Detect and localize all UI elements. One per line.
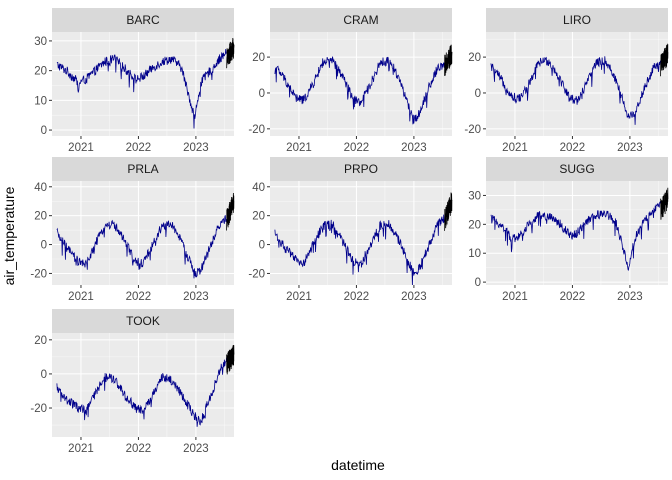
y-tick-label: 20 <box>468 219 481 231</box>
y-tick-label: 0 <box>475 277 481 289</box>
x-tick-label: 2021 <box>68 291 94 303</box>
series-history-line <box>56 215 227 279</box>
series-history-line <box>274 214 445 286</box>
panel-background <box>486 32 668 136</box>
y-tick-label: -20 <box>30 403 47 415</box>
facet-strip-label: PRLA <box>127 162 158 176</box>
y-axis-title: air_temperature <box>1 186 17 285</box>
x-tick-label: 2022 <box>344 142 370 154</box>
panel-background <box>486 181 668 285</box>
series-forecast-ensemble <box>660 43 669 77</box>
y-tick-label: 0 <box>475 88 481 100</box>
facet-strip <box>52 309 234 333</box>
facet-strip <box>270 8 452 32</box>
x-tick-label: 2023 <box>183 443 209 455</box>
facet-panel-sugg: SUGG 0 10 20 30 2021 2022 2023 <box>468 157 669 303</box>
x-tick-label: 2021 <box>286 142 312 154</box>
y-tick-label: 0 <box>259 88 265 100</box>
panel-background <box>52 333 234 437</box>
x-tick-label: 2021 <box>68 443 94 455</box>
y-tick-label: 20 <box>468 52 481 64</box>
y-tick-label: 20 <box>252 52 265 64</box>
series-forecast-ensemble <box>226 344 235 375</box>
facet-strip-label: BARC <box>126 13 160 27</box>
y-tick-label: 20 <box>34 335 47 347</box>
facet-strip <box>270 157 452 181</box>
x-tick-label: 2023 <box>401 291 427 303</box>
facet-panel-barc: BARC 0 10 20 30 2021 2022 2023 <box>34 8 235 154</box>
x-tick-label: 2022 <box>560 142 586 154</box>
facet-strip <box>52 8 234 32</box>
series-history-line <box>274 56 445 125</box>
series-forecast-ensemble <box>660 187 669 220</box>
panel-background <box>270 181 452 285</box>
facet-strip-label: LIRO <box>563 13 591 27</box>
x-tick-label: 2023 <box>183 291 209 303</box>
x-tick-label: 2022 <box>344 291 370 303</box>
y-tick-label: 0 <box>259 240 265 252</box>
facet-strip <box>486 157 668 181</box>
y-tick-label: -20 <box>464 124 481 136</box>
x-tick-label: 2022 <box>126 291 152 303</box>
x-tick-label: 2021 <box>286 291 312 303</box>
facet-panel-took: TOOK -20 0 20 2021 2022 2023 <box>30 309 235 455</box>
x-tick-label: 2021 <box>502 142 528 154</box>
panel-background <box>52 32 234 136</box>
panel-background <box>52 181 234 285</box>
y-tick-label: 40 <box>252 182 265 194</box>
facet-strip-label: SUGG <box>559 162 594 176</box>
y-tick-label: -20 <box>248 268 265 280</box>
y-tick-label: 0 <box>41 240 47 252</box>
series-forecast-ensemble <box>226 192 235 231</box>
y-tick-label: 40 <box>34 182 47 194</box>
x-axis-title: datetime <box>331 457 385 473</box>
facet-strip <box>52 157 234 181</box>
x-tick-label: 2023 <box>617 142 643 154</box>
facet-strip-label: TOOK <box>126 314 160 328</box>
facet-panel-liro: LIRO -20 0 20 2021 2022 2023 <box>464 8 669 154</box>
y-tick-label: 0 <box>41 369 47 381</box>
x-tick-label: 2023 <box>183 142 209 154</box>
series-history-line <box>490 56 661 125</box>
x-tick-label: 2022 <box>126 142 152 154</box>
y-tick-label: 10 <box>34 95 47 107</box>
y-tick-label: 20 <box>252 211 265 223</box>
panel-background <box>270 32 452 136</box>
x-tick-label: 2021 <box>502 291 528 303</box>
facet-panel-prla: PRLA -20 0 20 40 2021 2022 2023 <box>30 157 235 303</box>
y-tick-label: -20 <box>248 124 265 136</box>
facet-panel-cram: CRAM -20 0 20 2021 2022 2023 <box>248 8 453 154</box>
y-tick-label: 30 <box>468 190 481 202</box>
series-forecast-ensemble <box>444 192 453 231</box>
series-forecast-ensemble <box>444 44 453 76</box>
y-tick-label: 20 <box>34 211 47 223</box>
x-tick-label: 2023 <box>401 142 427 154</box>
x-tick-label: 2022 <box>560 291 586 303</box>
y-tick-label: 10 <box>468 248 481 260</box>
series-history-line <box>490 200 661 271</box>
facet-strip <box>486 8 668 32</box>
y-tick-label: 20 <box>34 66 47 78</box>
series-history-line <box>56 357 227 427</box>
facet-strip-label: CRAM <box>343 13 378 27</box>
y-tick-label: -20 <box>30 268 47 280</box>
x-tick-label: 2023 <box>617 291 643 303</box>
x-tick-label: 2021 <box>68 142 94 154</box>
facet-panel-prpo: PRPO -20 0 20 40 2021 2022 2023 <box>248 157 453 303</box>
x-tick-label: 2022 <box>126 443 152 455</box>
y-tick-label: 0 <box>41 125 47 137</box>
y-tick-label: 30 <box>34 36 47 48</box>
facet-strip-label: PRPO <box>344 162 378 176</box>
series-history-line <box>56 49 227 129</box>
series-forecast-ensemble <box>226 37 235 69</box>
